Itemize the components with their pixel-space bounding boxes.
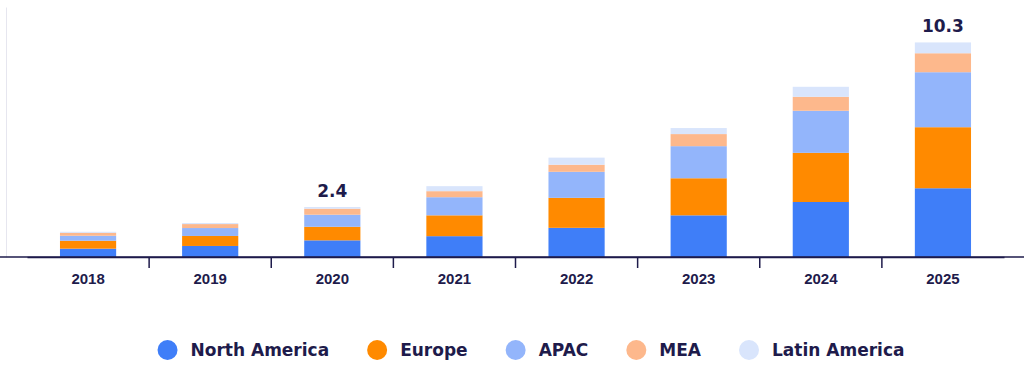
legend-label: North America — [191, 340, 330, 360]
bar-segment — [671, 128, 727, 134]
bar-segment — [793, 111, 849, 153]
annotations: 2.4 10.3 — [317, 16, 964, 201]
x-tick: 2024 — [804, 257, 838, 287]
separators — [149, 257, 882, 268]
bar-segment — [426, 197, 482, 215]
legend-item: APAC — [506, 340, 589, 360]
legend-label: APAC — [539, 340, 589, 360]
bar-segment — [793, 87, 849, 97]
bar-segment — [182, 228, 238, 236]
bar-segment — [182, 224, 238, 228]
bar-segment — [60, 236, 116, 241]
bar-segment — [671, 134, 727, 146]
bar-segment — [182, 236, 238, 246]
total-label: 10.3 — [922, 16, 964, 36]
bar-segment — [671, 146, 727, 178]
category-separator — [393, 257, 395, 268]
bar-segment — [915, 53, 971, 72]
bar-segment — [671, 178, 727, 215]
series-bars — [60, 53, 971, 236]
x-tick-label: 2023 — [682, 270, 715, 287]
category-separator — [881, 257, 883, 268]
bar-segment — [548, 198, 604, 228]
category-separator — [271, 257, 273, 268]
category-separator — [637, 257, 639, 268]
legend-swatch — [158, 340, 178, 360]
bar-segment — [304, 207, 360, 209]
bar-segment — [182, 223, 238, 224]
bar-segment — [60, 232, 116, 233]
bar-segment — [426, 186, 482, 191]
legend-item: North America — [158, 340, 330, 360]
x-tick: 2019 — [194, 257, 227, 287]
y-axis — [6, 8, 7, 258]
legend-swatch — [626, 340, 646, 360]
bar-segment — [548, 172, 604, 198]
x-tick-label: 2021 — [438, 270, 471, 287]
bar-segment — [793, 153, 849, 202]
bar-segment — [60, 241, 116, 249]
legend-item: Europe — [367, 340, 467, 360]
bar-segment — [304, 240, 360, 257]
x-tick: 2023 — [682, 257, 715, 287]
y-axis-line — [6, 8, 7, 258]
legend-item: Latin America — [739, 340, 904, 360]
baseline — [0, 256, 1024, 258]
series-bars — [60, 42, 971, 232]
bar-segment — [915, 42, 971, 53]
bar-segment — [426, 191, 482, 197]
legend-label: Latin America — [772, 340, 904, 360]
bar-segment — [915, 72, 971, 127]
bar-segment — [182, 246, 238, 257]
bar-segment — [548, 165, 604, 172]
bars — [60, 42, 971, 257]
bar-segment — [548, 158, 604, 165]
bar-segment — [60, 249, 116, 257]
x-tick-label: 2025 — [926, 270, 959, 287]
x-tick-label: 2024 — [804, 270, 838, 287]
bar-segment — [304, 227, 360, 241]
x-tick-label: 2022 — [560, 270, 593, 287]
series-bars — [60, 72, 971, 241]
legend-item: MEA — [626, 340, 702, 360]
legend-swatch — [506, 340, 526, 360]
bar-segment — [548, 228, 604, 257]
x-tick-label: 2018 — [71, 270, 104, 287]
bar-segment — [304, 209, 360, 215]
total-label: 2.4 — [317, 181, 347, 201]
chart: 2018 2019 2020 2021 2022 2023 2024 2025 2.4 10.3 N… — [0, 0, 1024, 372]
x-tick: 2022 — [560, 257, 593, 287]
bar-segment — [915, 188, 971, 257]
bar-segment — [426, 215, 482, 236]
x-tick: 2025 — [926, 257, 959, 287]
x-tick: 2018 — [71, 257, 104, 287]
category-separator — [148, 257, 150, 268]
bar-segment — [793, 97, 849, 111]
x-tick: 2020 — [316, 257, 349, 287]
legend-swatch — [739, 340, 759, 360]
x-axis: 2018 2019 2020 2021 2022 2023 2024 2025 — [28, 257, 1005, 287]
legend: North America Europe APAC MEA Latin America — [158, 340, 905, 360]
legend-label: Europe — [400, 340, 467, 360]
category-separator — [515, 257, 517, 268]
x-tick: 2021 — [438, 257, 471, 287]
legend-swatch — [367, 340, 387, 360]
x-tick-label: 2020 — [316, 270, 349, 287]
category-separator — [759, 257, 761, 268]
bar-segment — [426, 236, 482, 257]
legend-label: MEA — [659, 340, 702, 360]
bar-segment — [915, 127, 971, 188]
bar-segment — [793, 202, 849, 257]
bar-segment — [671, 215, 727, 257]
bar-segment — [304, 215, 360, 227]
bar-segment — [60, 233, 116, 236]
x-tick-label: 2019 — [194, 270, 227, 287]
